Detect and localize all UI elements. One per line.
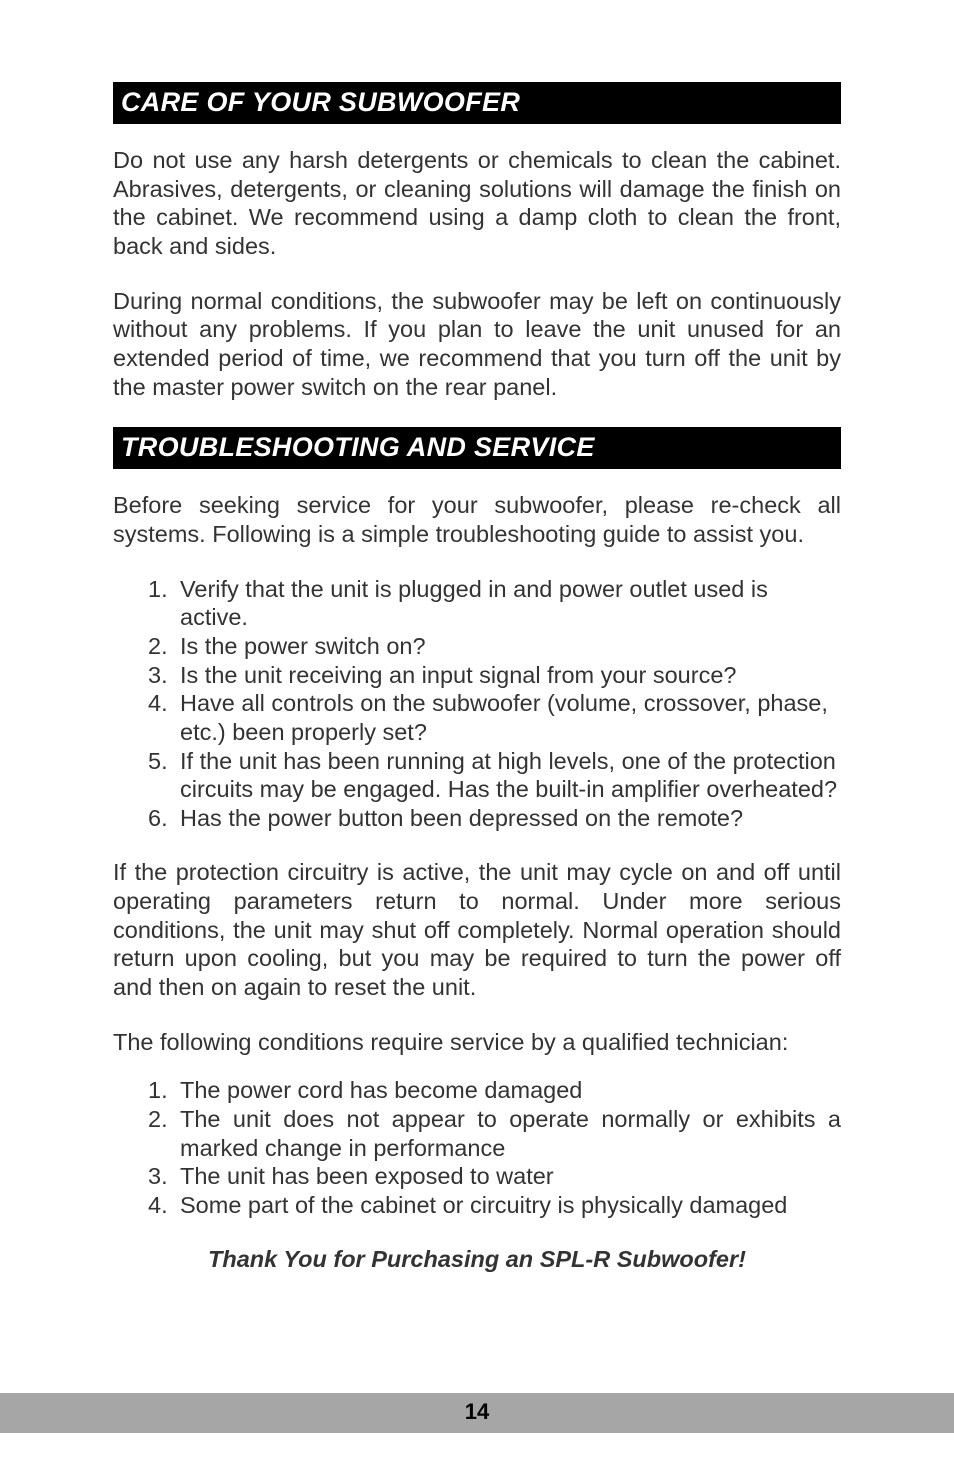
care-paragraph-2: During normal conditions, the subwoofer … bbox=[113, 287, 841, 402]
list-number: 6. bbox=[148, 804, 180, 833]
list-text: Verify that the unit is plugged in and p… bbox=[180, 575, 841, 632]
list-number: 5. bbox=[148, 747, 180, 804]
list-text: If the unit has been running at high lev… bbox=[180, 747, 841, 804]
list-text: The unit has been exposed to water bbox=[180, 1162, 841, 1191]
troubleshooting-intro: Before seeking service for your subwoofe… bbox=[113, 491, 841, 548]
list-item: 4. Have all controls on the subwoofer (v… bbox=[148, 689, 841, 746]
list-number: 2. bbox=[148, 1105, 180, 1162]
list-number: 3. bbox=[148, 661, 180, 690]
list-text: The unit does not appear to operate norm… bbox=[180, 1105, 841, 1162]
list-item: 3. Is the unit receiving an input signal… bbox=[148, 661, 841, 690]
list-text: The power cord has become damaged bbox=[180, 1076, 841, 1105]
list-item: 2. The unit does not appear to operate n… bbox=[148, 1105, 841, 1162]
troubleshooting-heading: TROUBLESHOOTING AND SERVICE bbox=[113, 427, 841, 469]
list-number: 3. bbox=[148, 1162, 180, 1191]
troubleshooting-mid: If the protection circuitry is active, t… bbox=[113, 858, 841, 1001]
list-text: Is the unit receiving an input signal fr… bbox=[180, 661, 841, 690]
list-text: Have all controls on the subwoofer (volu… bbox=[180, 689, 841, 746]
list-item: 2. Is the power switch on? bbox=[148, 632, 841, 661]
page-content: CARE OF YOUR SUBWOOFER Do not use any ha… bbox=[113, 82, 841, 1273]
list-text: Is the power switch on? bbox=[180, 632, 841, 661]
troubleshooting-list-1: 1. Verify that the unit is plugged in an… bbox=[113, 575, 841, 833]
service-list: 1. The power cord has become damaged 2. … bbox=[113, 1076, 841, 1219]
list-item: 1. Verify that the unit is plugged in an… bbox=[148, 575, 841, 632]
care-paragraph-1: Do not use any harsh detergents or chemi… bbox=[113, 146, 841, 261]
list-item: 5. If the unit has been running at high … bbox=[148, 747, 841, 804]
page-number: 14 bbox=[0, 1399, 954, 1425]
list-number: 2. bbox=[148, 632, 180, 661]
list-item: 3. The unit has been exposed to water bbox=[148, 1162, 841, 1191]
care-heading: CARE OF YOUR SUBWOOFER bbox=[113, 82, 841, 124]
list-number: 4. bbox=[148, 689, 180, 746]
list-item: 6. Has the power button been depressed o… bbox=[148, 804, 841, 833]
list-text: Has the power button been depressed on t… bbox=[180, 804, 841, 833]
list-text: Some part of the cabinet or circuitry is… bbox=[180, 1191, 841, 1220]
list-item: 1. The power cord has become damaged bbox=[148, 1076, 841, 1105]
list-number: 1. bbox=[148, 1076, 180, 1105]
thank-you-message: Thank You for Purchasing an SPL-R Subwoo… bbox=[113, 1246, 841, 1273]
list-number: 4. bbox=[148, 1191, 180, 1220]
service-required-intro: The following conditions require service… bbox=[113, 1028, 841, 1057]
list-item: 4. Some part of the cabinet or circuitry… bbox=[148, 1191, 841, 1220]
list-number: 1. bbox=[148, 575, 180, 632]
